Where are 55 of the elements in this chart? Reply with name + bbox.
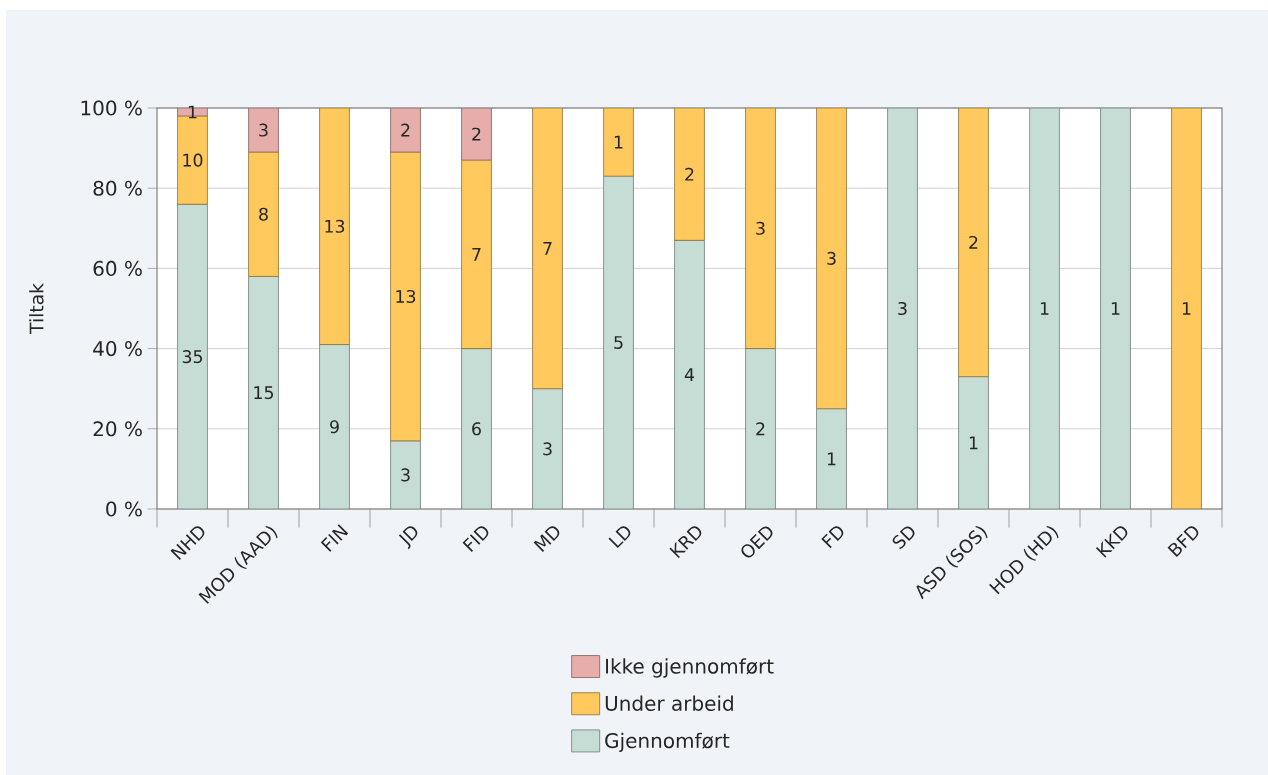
annotation: 35 <box>182 350 203 364</box>
annotation: 7 <box>472 248 481 261</box>
x-tick-label: FD <box>821 526 844 549</box>
y-tick-label: 20 % <box>93 421 142 437</box>
annotation: 9 <box>330 420 339 434</box>
bar <box>461 159 492 349</box>
bar <box>248 107 279 153</box>
legend-label: Under arbeid <box>605 695 733 711</box>
annotation: 3 <box>401 468 410 482</box>
annotation: 10 <box>183 153 203 167</box>
legend-label: Ikke gjennomført <box>606 658 774 678</box>
x-tick-label: LD <box>608 526 631 549</box>
annotation: 1 <box>827 452 836 466</box>
annotation: 2 <box>472 127 481 141</box>
bar <box>390 107 421 153</box>
annotation: 2 <box>969 235 978 249</box>
annotation: 2 <box>401 123 410 137</box>
y-axis-title: Tiltak <box>29 283 44 334</box>
x-tick-label: FIN <box>320 524 349 552</box>
x-tick-label: FID <box>462 526 489 552</box>
annotation: 1 <box>188 105 197 119</box>
y-tick-label: 100 % <box>81 100 142 116</box>
annotation: 3 <box>756 221 765 235</box>
y-tick-label: 40 % <box>93 341 142 357</box>
annotation: 3 <box>898 301 907 316</box>
legend-label: Gjennomført <box>605 732 730 753</box>
annotation: 7 <box>543 242 552 255</box>
annotation: 15 <box>254 386 274 400</box>
annotation: 2 <box>685 167 694 181</box>
annotation: 8 <box>259 207 268 221</box>
annotation: 6 <box>472 422 481 436</box>
annotation: 5 <box>614 336 623 350</box>
bar <box>461 107 492 161</box>
x-tick-label: SD <box>892 526 915 550</box>
annotation: 4 <box>684 368 695 381</box>
bar <box>248 151 279 277</box>
annotation: 3 <box>543 442 552 456</box>
annotation: 3 <box>259 123 268 137</box>
annotation: 1 <box>1040 302 1049 315</box>
y-tick-label: 80 % <box>93 180 142 196</box>
x-tick-label: JD <box>398 526 418 550</box>
bar <box>319 107 350 345</box>
x-tick-label: MD <box>533 526 560 552</box>
bar <box>390 151 421 442</box>
bar <box>532 107 563 390</box>
annotation: 1 <box>614 135 623 149</box>
annotation: 1 <box>1182 302 1191 315</box>
annotation: 13 <box>325 219 345 233</box>
annotation: 1 <box>1111 302 1120 315</box>
annotation: 2 <box>756 422 765 436</box>
annotation: 1 <box>969 436 978 450</box>
annotation: 3 <box>827 251 836 265</box>
annotation: 13 <box>396 289 416 304</box>
y-tick-label: 0 % <box>106 501 142 517</box>
y-tick-label: 60 % <box>93 260 142 276</box>
